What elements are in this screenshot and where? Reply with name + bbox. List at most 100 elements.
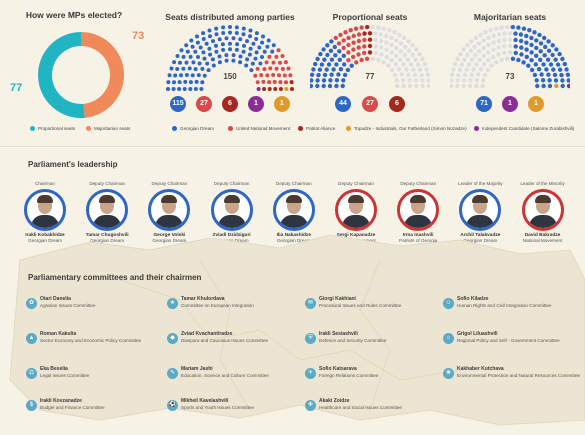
committee-title: Healthcare and Social Issues Committee: [319, 405, 402, 410]
seat-dot: [493, 26, 499, 31]
leader-photo: [24, 189, 66, 231]
seat-dot: [181, 66, 186, 71]
seat-dot: [519, 45, 524, 50]
seat-dot: [272, 79, 277, 84]
seat-dot: [224, 36, 229, 41]
seat-dot: [351, 47, 356, 52]
seat-dot: [542, 53, 547, 58]
seat-dot: [196, 73, 201, 78]
seat-dot: [379, 52, 384, 57]
seat-dot: [362, 44, 367, 49]
seat-dot: [254, 50, 259, 55]
committee-title: Agrarian Issues Committee: [40, 303, 96, 308]
committee-chairman: Zviad Kvachantiradze: [181, 331, 233, 337]
seat-dot: [270, 49, 275, 54]
seat-dot: [280, 54, 285, 58]
seat-dot: [516, 57, 521, 63]
seat-dot: [277, 73, 281, 78]
seat-dot: [532, 72, 538, 78]
legend-topadze: Topadze - Industrials, Our Fatherland (S…: [346, 126, 467, 132]
seat-dot: [274, 66, 279, 71]
seat-dot: [254, 37, 259, 41]
seat-dot: [271, 73, 276, 77]
seat-dot: [396, 67, 402, 72]
seat-dot: [389, 42, 394, 48]
committee-icon: ⚖: [26, 368, 37, 379]
seat-dot: [543, 44, 548, 50]
seat-dot: [546, 72, 551, 77]
seat-dot: [238, 60, 243, 65]
seat-dot: [202, 56, 207, 61]
leader-card: Deputy Chairman Tamar Chugoshvili Georgian…: [78, 181, 136, 243]
seat-dot: [455, 83, 460, 89]
seat-dot: [286, 66, 291, 71]
seat-dot: [532, 30, 537, 35]
seat-dot: [365, 25, 370, 30]
leader-name: Tamar Chugoshvili: [85, 233, 129, 238]
seat-dot: [190, 73, 195, 78]
leader-photo: [459, 189, 502, 231]
seat-dot: [370, 25, 375, 30]
seat-dot: [256, 87, 261, 91]
seat-dot: [177, 80, 182, 85]
committee-title: Defence and Security Committee: [319, 338, 387, 343]
elected-donut-chart: [37, 32, 124, 118]
parties-chart-title: Seats distributed among parties: [165, 12, 295, 22]
proportional-seat-chart: [310, 25, 430, 89]
seat-dot: [529, 42, 534, 48]
seat-dot: [332, 44, 337, 50]
seat-dot: [389, 58, 394, 63]
seat-dot: [384, 33, 389, 39]
seat-dot: [555, 62, 561, 67]
seat-dot: [474, 83, 479, 89]
committee-icon: ⚽: [167, 400, 178, 411]
seat-dot: [524, 40, 529, 45]
seat-dot: [328, 78, 333, 83]
seat-dot: [326, 62, 332, 67]
seat-dot: [502, 31, 507, 36]
seat-dot: [197, 61, 202, 66]
committee-title: Sector Economy and Economic Policy Commi…: [40, 338, 142, 343]
seat-dot: [453, 61, 458, 67]
seat-dot: [422, 61, 427, 67]
seat-dot: [546, 48, 552, 53]
seat-dot: [478, 67, 484, 72]
leader-card: Deputy Chairman Ilia Nakashidze Georgian D…: [265, 181, 323, 243]
seat-dot: [373, 50, 378, 56]
seat-dot: [334, 78, 340, 83]
committee-title: Sports and Youth Issues Committee: [181, 405, 255, 410]
seat-dot: [210, 57, 215, 62]
seat-dot: [384, 54, 389, 60]
seat-dot: [407, 83, 413, 89]
committee-item: ⛨ Irakli Sesiashvili Defence and Security …: [305, 331, 440, 355]
seat-dot: [311, 67, 316, 72]
seat-dot: [329, 72, 334, 77]
seat-dot: [248, 28, 253, 33]
committee-icon: ⌂: [443, 333, 454, 344]
seat-dot: [373, 44, 378, 49]
seat-dot: [271, 60, 276, 65]
seat-dot: [362, 37, 367, 43]
seat-dot: [562, 61, 567, 67]
seat-dot: [540, 78, 546, 83]
seat-dot: [405, 57, 411, 62]
seat-dot: [271, 43, 276, 48]
leader-name: Irakli Kobakhidze: [25, 233, 65, 238]
committee-chairman: Kakhaber Kutchava: [457, 366, 504, 372]
seat-dot: [474, 62, 479, 67]
leader-party: Georgian Dream: [214, 238, 249, 243]
leader-role: Deputy Chairman: [275, 181, 312, 186]
seat-dot: [450, 72, 455, 77]
legend-independent: Independent Candidate (Salome Zurabishvi…: [474, 126, 574, 132]
proportional-chart-title: Proportional seats: [332, 12, 408, 22]
seat-dot: [534, 38, 539, 43]
seat-dot: [244, 63, 249, 68]
seat-dot: [284, 80, 288, 85]
seat-dot: [496, 52, 501, 57]
seat-dot: [334, 83, 339, 89]
seat-dot: [208, 52, 213, 57]
seat-dot: [182, 87, 187, 91]
seat-dot: [461, 47, 466, 52]
seat-dot: [280, 67, 285, 71]
seat-dot: [481, 53, 486, 58]
